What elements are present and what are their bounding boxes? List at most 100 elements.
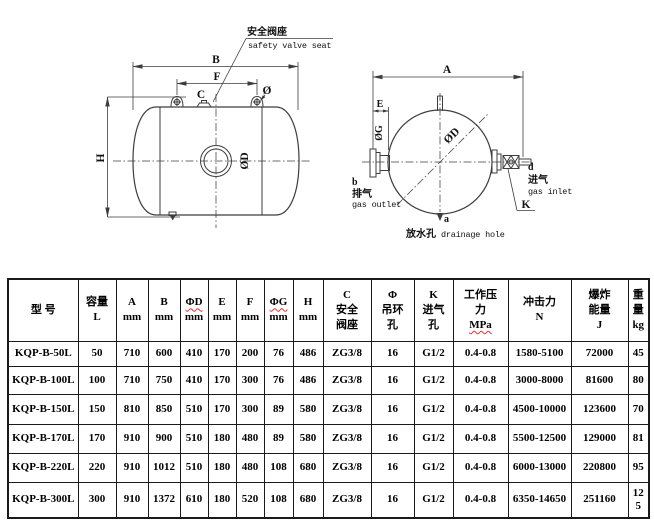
hdr-line: mm	[269, 311, 288, 324]
hdr-line: 孔	[387, 318, 398, 331]
cell: 750	[147, 365, 181, 395]
cell: 510	[179, 452, 209, 483]
hdr-line: A	[128, 296, 136, 309]
cell: 580	[292, 423, 324, 454]
lifting-lug-right	[250, 95, 264, 108]
hdr-line: ΦD	[185, 296, 203, 309]
cell: 200	[235, 340, 265, 367]
cell: 5500-12500	[507, 423, 572, 454]
hdr-line: 阀座	[336, 318, 358, 331]
cell: 108	[263, 452, 294, 483]
cell: G1/2	[413, 423, 454, 454]
table-row: KQP-B-150L 150 810 850 510 170 300 89 580 ZG3/8 16…	[7, 393, 650, 425]
cell: 810	[115, 393, 149, 425]
cell: 170	[207, 340, 237, 367]
cell-model: KQP-B-300L	[7, 481, 79, 519]
cell: 1012	[147, 452, 181, 483]
cell: G1/2	[413, 340, 454, 367]
cell: 16	[370, 452, 415, 483]
cell: 480	[235, 423, 265, 454]
cell: 580	[292, 393, 324, 425]
label-og: ØG	[374, 125, 385, 141]
cell: 0.4-0.8	[452, 393, 509, 425]
drain-text-en: drainage hole	[441, 230, 505, 240]
label-a-drain: a	[444, 214, 449, 225]
cell: 300	[235, 365, 265, 395]
cell: 710	[115, 340, 149, 367]
hdr-line: 安全	[336, 303, 358, 316]
cell: 50	[77, 340, 117, 367]
cell: 300	[77, 481, 117, 519]
label-b-outlet: b	[352, 177, 358, 188]
header-working-pressure: 工作压力 MPa	[452, 278, 509, 342]
cell: G1/2	[413, 393, 454, 425]
cell: 410	[179, 340, 209, 367]
callout-text-cn: 安全阀座	[247, 25, 287, 38]
cell: 610	[179, 481, 209, 519]
drain-text-cn: 放水孔	[405, 227, 436, 240]
cell: 45	[627, 340, 650, 367]
cell: 0.4-0.8	[452, 452, 509, 483]
label-phi: Ø	[263, 85, 272, 97]
header-safety-valve-seat: C 安全阀座	[322, 278, 372, 342]
inlet-text-en: gas inlet	[528, 187, 572, 197]
header-inlet-hole: K 进气孔	[413, 278, 454, 342]
drain-arrow: a	[436, 213, 449, 225]
cell: ZG3/8	[322, 393, 372, 425]
cell-model: KQP-B-100L	[7, 365, 79, 395]
header-capacity: 容量 L	[77, 278, 117, 342]
cell: 95	[627, 452, 650, 483]
hdr-line: L	[93, 311, 101, 324]
cell: 710	[115, 365, 149, 395]
cell: 150	[77, 393, 117, 425]
hdr-line: 进气	[422, 303, 445, 316]
cell: 1372	[147, 481, 181, 519]
end-view: ØD E ØG A	[352, 64, 572, 240]
header-phi-g: ΦG mm	[263, 278, 294, 342]
hdr-line: K	[429, 288, 438, 301]
cell: G1/2	[413, 452, 454, 483]
hdr-line: F	[246, 296, 254, 309]
cell: 910	[115, 481, 149, 519]
cell: 220	[77, 452, 117, 483]
cell: 510	[179, 423, 209, 454]
cell: 3000-8000	[507, 365, 572, 395]
cell: 70	[627, 393, 650, 425]
cell: 520	[235, 481, 265, 519]
cell: 600	[147, 340, 181, 367]
header-impact-force: 冲击力 N	[507, 278, 572, 342]
hdr-line: C	[343, 288, 351, 301]
cell: 16	[370, 365, 415, 395]
cell-model: KQP-B-50L	[7, 340, 79, 367]
hdr-line: mm	[212, 311, 232, 324]
hdr-line: H	[303, 296, 313, 309]
cell: 89	[263, 393, 294, 425]
lifting-lug-left	[170, 95, 184, 108]
hdr-line: mm	[240, 311, 260, 324]
cell: 0.4-0.8	[452, 365, 509, 395]
inlet-text-cn: 进气	[528, 173, 548, 186]
drain-fitting	[168, 211, 177, 221]
hdr-line: ΦG	[269, 296, 288, 309]
cell: 100	[77, 365, 117, 395]
label-c: C	[197, 89, 205, 101]
cell: 486	[292, 340, 324, 367]
cell: 900	[147, 423, 181, 454]
header-model: 型 号	[7, 278, 79, 342]
label-b: B	[212, 54, 220, 66]
cell: ZG3/8	[322, 340, 372, 367]
hdr-line: kg	[632, 318, 645, 331]
cell: ZG3/8	[322, 481, 372, 519]
label-k: K	[522, 199, 531, 211]
hdr-line: 量	[632, 303, 644, 316]
hdr-line: 吊环	[381, 303, 404, 316]
header-phi-d: ΦD mm	[179, 278, 209, 342]
cell: 180	[207, 452, 237, 483]
hdr-line: E	[218, 296, 226, 309]
k-callout: K	[507, 168, 535, 211]
cell: 680	[292, 481, 324, 519]
cell: 251160	[570, 481, 629, 519]
cell: 80	[627, 365, 650, 395]
